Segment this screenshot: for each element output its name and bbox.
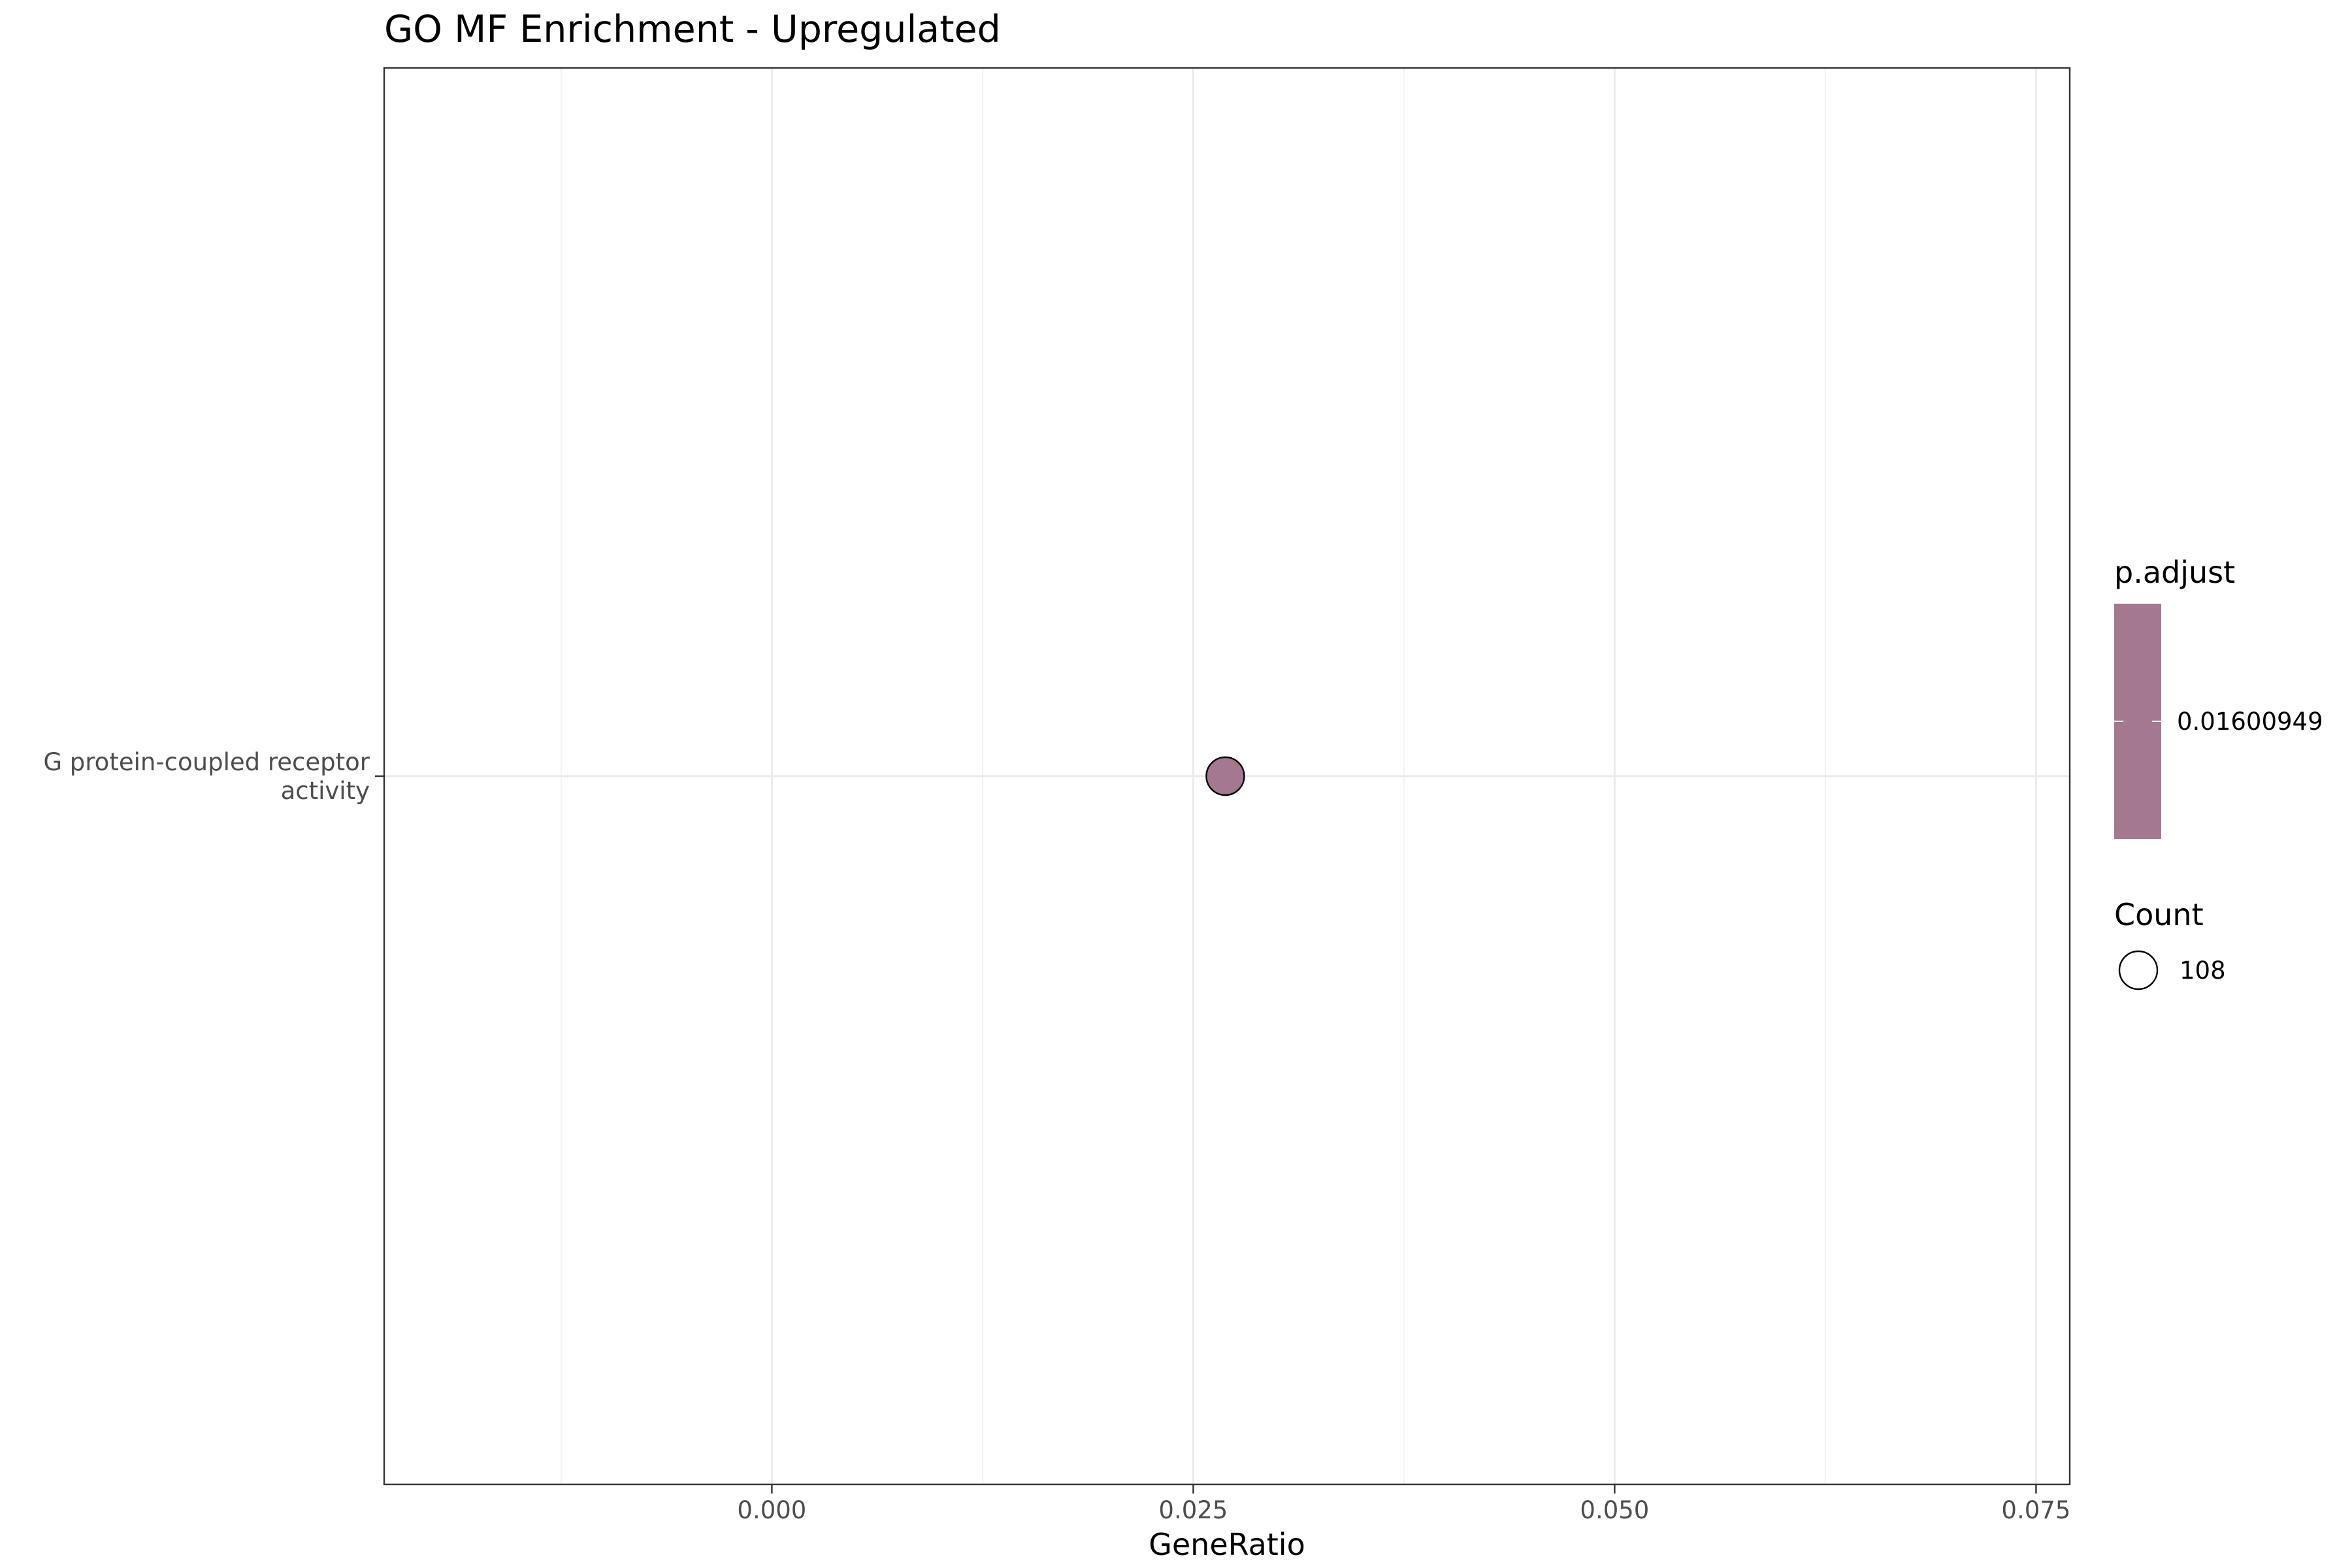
x-axis-ticks: 0.000 0.025 0.050 0.075 bbox=[737, 1484, 2070, 1524]
y-tick-label-line-0: G protein-coupled receptor bbox=[43, 748, 370, 776]
legend-size-circle bbox=[2118, 950, 2159, 990]
x-tick-label-2: 0.050 bbox=[1580, 1496, 1649, 1524]
legend-color-label: 0.01600949 bbox=[2177, 708, 2323, 736]
legend-size-label: 108 bbox=[2180, 956, 2226, 985]
x-tick-label-0: 0.000 bbox=[737, 1496, 806, 1524]
y-tick-label-line-1: activity bbox=[281, 777, 370, 805]
legend: p.adjust 0.01600949 Count 108 bbox=[2114, 555, 2323, 990]
legend-color-title: p.adjust bbox=[2114, 555, 2235, 590]
x-axis-title: GeneRatio bbox=[1149, 1527, 1305, 1562]
x-tick-label-1: 0.025 bbox=[1158, 1496, 1228, 1524]
x-tick-label-3: 0.075 bbox=[2001, 1496, 2070, 1524]
data-points bbox=[1205, 756, 1245, 796]
legend-size-title: Count bbox=[2114, 897, 2204, 932]
chart-title: GO MF Enrichment - Upregulated bbox=[384, 8, 1001, 51]
data-point-0 bbox=[1205, 756, 1245, 796]
